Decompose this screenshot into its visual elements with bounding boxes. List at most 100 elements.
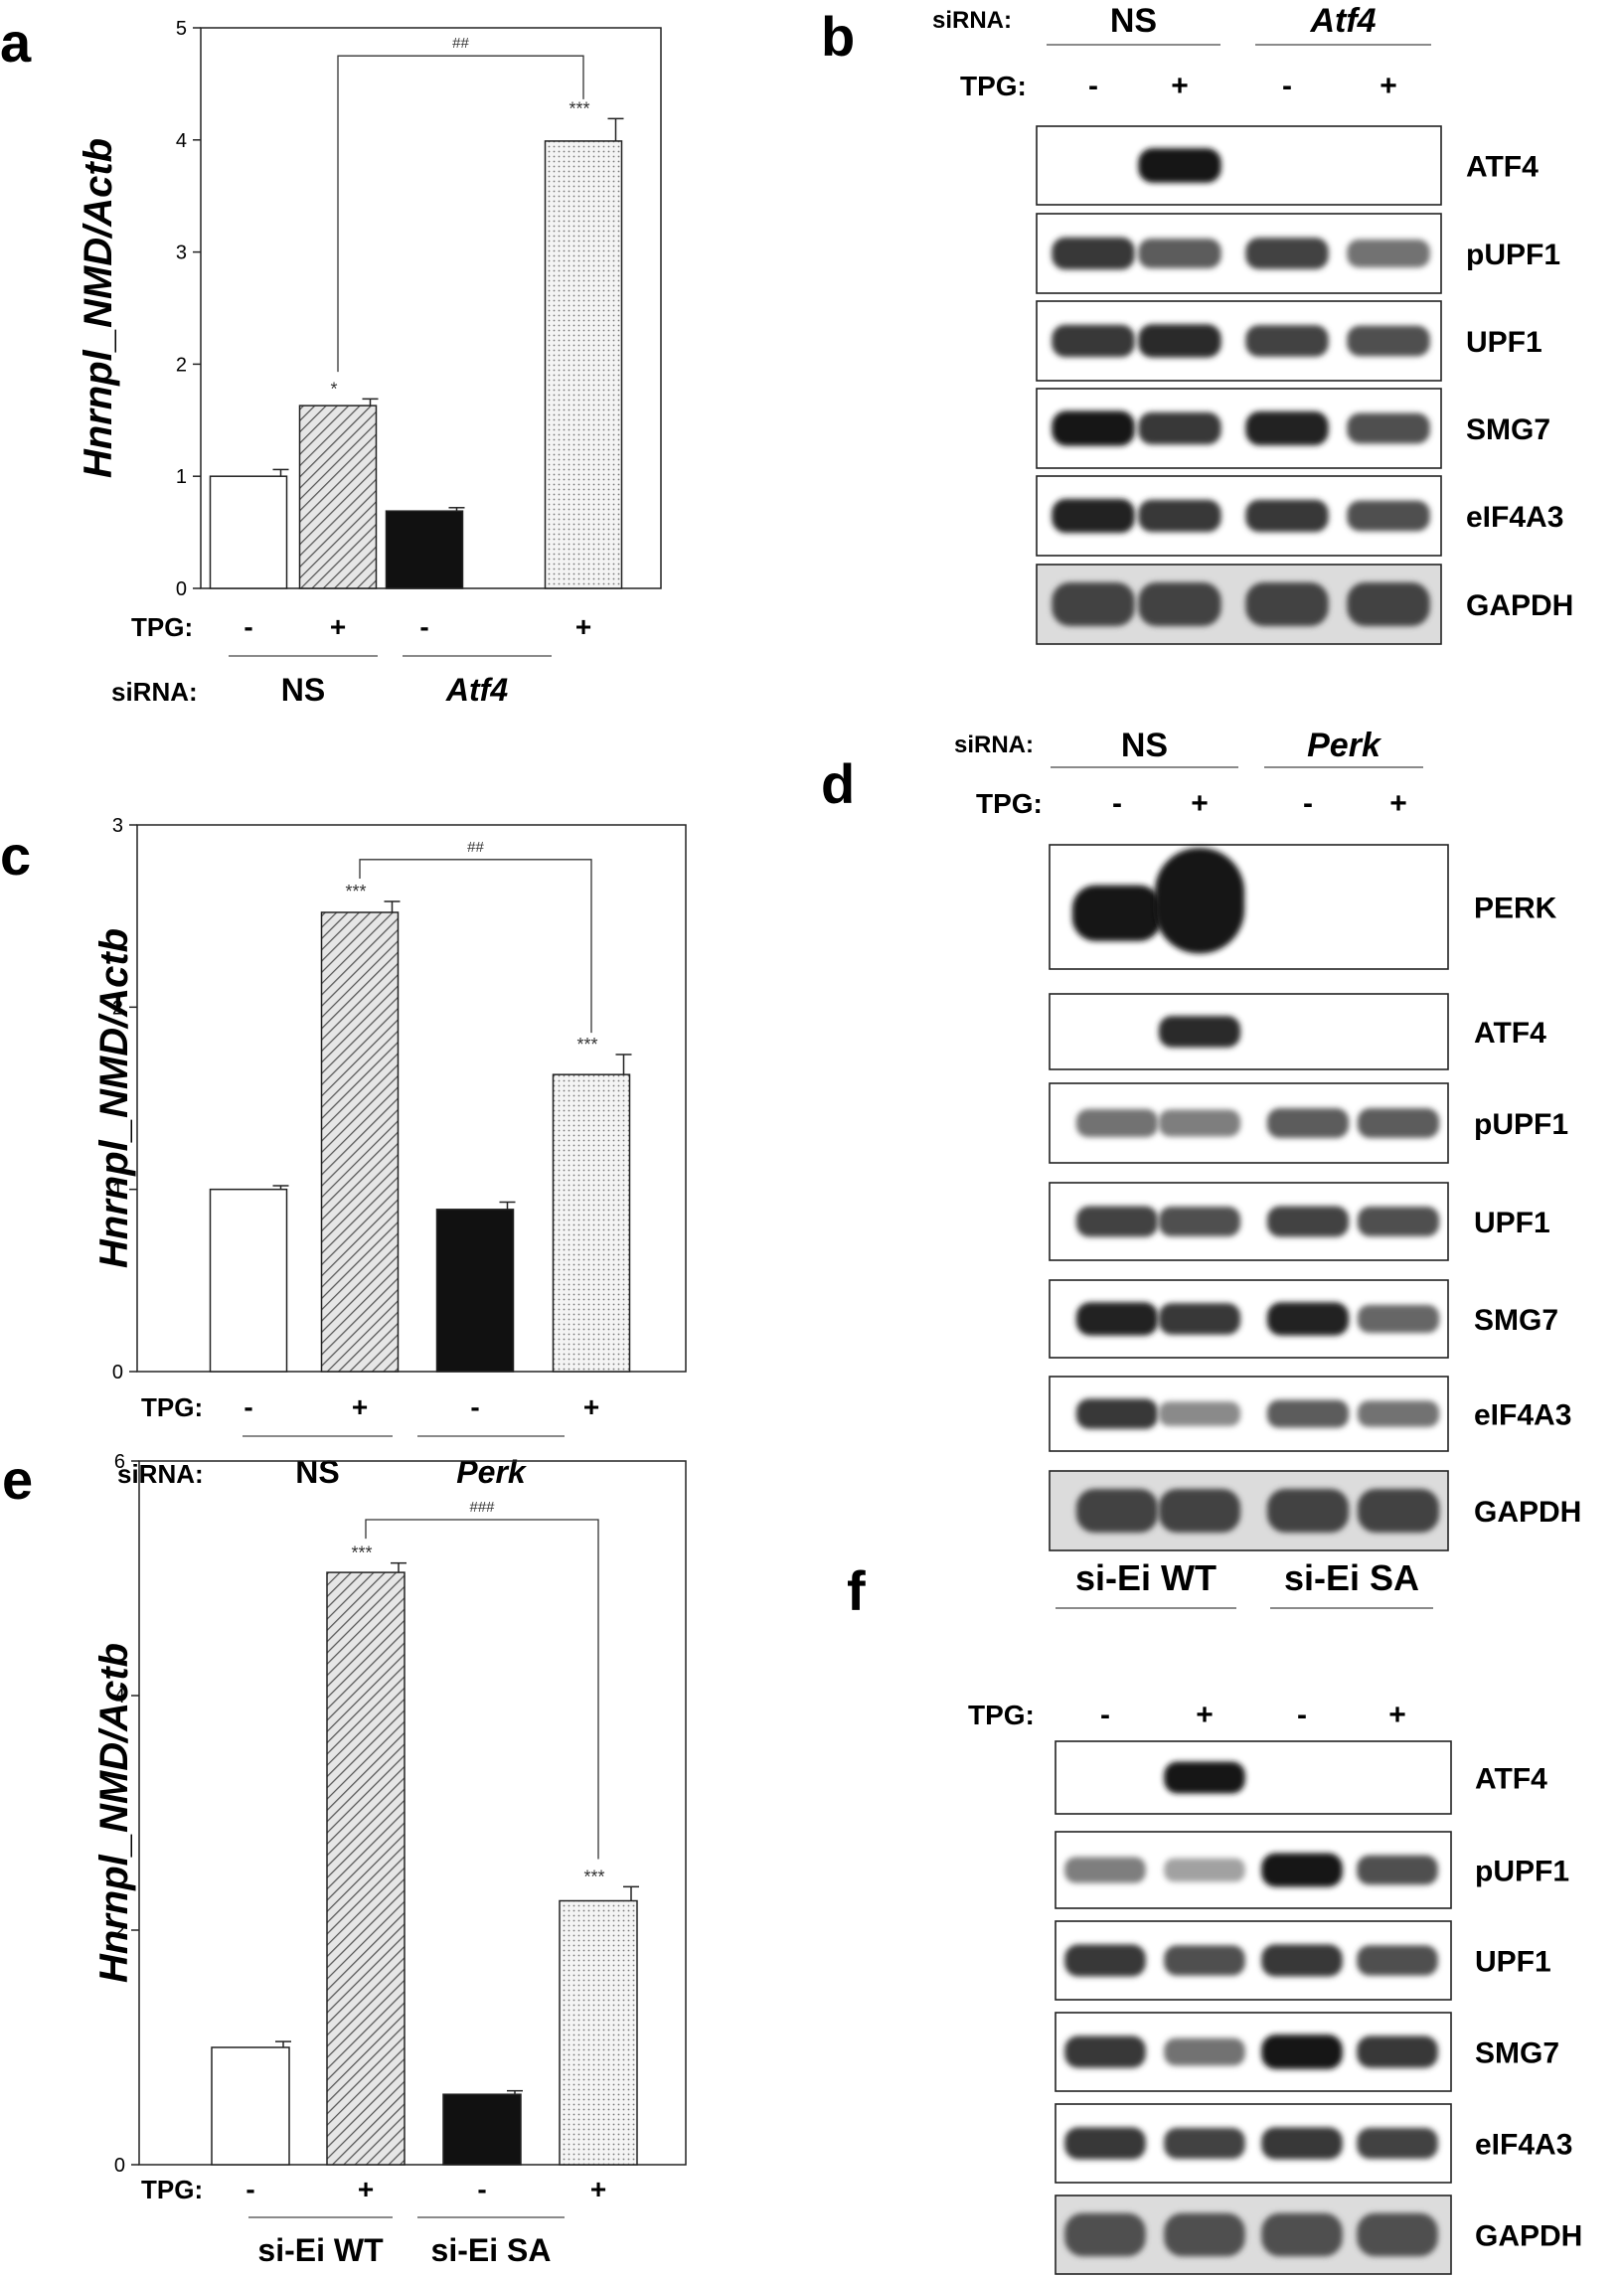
y-tick-label: 1	[112, 1180, 123, 1202]
blot-band	[1075, 1206, 1159, 1237]
group-label: si-Ei WT	[257, 2232, 384, 2268]
blot-band	[1158, 1206, 1241, 1237]
blot-band	[1075, 1398, 1159, 1429]
y-tick-label: 0	[114, 2155, 125, 2177]
group-label: NS	[295, 1454, 339, 1490]
blot-band	[1261, 2212, 1343, 2257]
blot-protein-label: PERK	[1474, 893, 1557, 925]
blot-protein-label: pUPF1	[1475, 1856, 1569, 1888]
blot-band	[1164, 1858, 1245, 1882]
panel-letter-c: c	[0, 824, 31, 887]
blot-protein-label: UPF1	[1475, 1946, 1551, 1979]
blot-band	[1266, 1489, 1350, 1533]
blot-tpg-sign: +	[1191, 787, 1209, 820]
blot-row-pupf1: pUPF1	[1036, 213, 1560, 294]
blot-protein-label: eIF4A3	[1474, 1399, 1571, 1432]
bar-c-3	[435, 1209, 515, 1373]
group-label: NS	[281, 672, 325, 708]
blot-band	[1357, 1206, 1440, 1237]
blot-protein-label: ATF4	[1474, 1017, 1546, 1050]
blot-tpg-sign: -	[1112, 787, 1122, 820]
blot-band	[1347, 582, 1430, 626]
bar-c-2	[320, 911, 400, 1373]
significance-stars: ***	[576, 1035, 597, 1055]
blot-protein-label: SMG7	[1466, 413, 1550, 446]
blot-membrane	[1036, 125, 1442, 206]
y-tick-label: 6	[114, 1451, 125, 1473]
blot-band	[1245, 499, 1329, 533]
group-label: si-Ei SA	[431, 2232, 552, 2268]
comparison-bracket	[359, 859, 592, 1034]
y-tick-label: 1	[176, 466, 187, 488]
blot-band	[1138, 499, 1221, 533]
blot-sirna-label: siRNA:	[954, 732, 1034, 758]
blot-row-upf1: UPF1	[1055, 1920, 1551, 2001]
blot-band	[1357, 1855, 1438, 1885]
blot-band	[1261, 2034, 1343, 2069]
blot-tpg-sign: -	[1088, 70, 1098, 102]
tpg-sign: -	[419, 611, 428, 642]
significance-stars: ***	[351, 1544, 372, 1563]
blot-sirna-label: siRNA:	[932, 7, 1012, 34]
blot-band	[1357, 2212, 1438, 2257]
tpg-sign: +	[583, 1391, 599, 1422]
blot-protein-label: SMG7	[1475, 2037, 1559, 2070]
blot-band	[1164, 2212, 1245, 2257]
blot-protein-label: UPF1	[1474, 1207, 1550, 1239]
blot-f: si-Ei WT si-Ei SA TPG: - + - + ATF4 pUPF1 UPF1 SMG…	[968, 1557, 1582, 2275]
blot-band	[1347, 412, 1430, 444]
western-blots: siRNA: NS Atf4 TPG: - + - + ATF4 pUPF1 UPF1 SMG7 eIF…	[932, 2, 1582, 2275]
blot-band	[1357, 1489, 1440, 1533]
tpg-sign: +	[575, 611, 591, 642]
significance-stars: ***	[583, 1867, 604, 1886]
blot-band	[1154, 848, 1245, 954]
blot-tpg-sign: +	[1389, 787, 1407, 820]
blot-row-smg7: SMG7	[1055, 2012, 1559, 2092]
blot-protein-label: GAPDH	[1466, 589, 1573, 622]
blot-group-label: si-Ei SA	[1284, 1557, 1419, 1598]
tpg-sign: +	[330, 611, 346, 642]
blot-band	[1158, 1016, 1241, 1048]
y-tick-label: 2	[114, 1920, 125, 1942]
plot-frame	[138, 1460, 687, 2166]
blot-protein-label: eIF4A3	[1466, 501, 1563, 534]
blot-band	[1138, 582, 1221, 626]
tpg-row-label: TPG:	[131, 612, 193, 642]
blot-protein-label: GAPDH	[1474, 1496, 1581, 1529]
blot-row-smg7: SMG7	[1036, 388, 1550, 469]
tpg-sign: +	[590, 2174, 606, 2204]
blot-row-atf4: ATF4	[1049, 993, 1546, 1070]
tpg-row-label: TPG:	[141, 2175, 203, 2204]
blot-band	[1266, 1399, 1350, 1428]
blot-row-eif4a3: eIF4A3	[1049, 1376, 1571, 1452]
blot-band	[1075, 1302, 1159, 1336]
bar-c-1	[209, 1188, 288, 1373]
blot-band	[1266, 1206, 1350, 1237]
blot-band	[1064, 1857, 1146, 1883]
blot-tpg-label: TPG:	[960, 71, 1027, 101]
blot-membrane	[1049, 993, 1449, 1070]
blot-group-label: Atf4	[1309, 2, 1376, 40]
blot-band	[1261, 1853, 1343, 1887]
blot-band	[1164, 1945, 1245, 1976]
blot-band	[1164, 2037, 1245, 2066]
blot-membrane	[1055, 1740, 1452, 1815]
blot-row-pupf1: pUPF1	[1049, 1082, 1568, 1164]
blot-tpg-sign: -	[1100, 1699, 1110, 1731]
bar-a-1	[209, 475, 288, 589]
tpg-sign: -	[244, 1391, 252, 1422]
blot-group-label: NS	[1121, 727, 1168, 764]
panel-letter-f: f	[847, 1559, 866, 1622]
blot-band	[1266, 1108, 1350, 1138]
blot-band	[1052, 582, 1135, 626]
blot-band	[1164, 1761, 1245, 1794]
bar-a-3	[385, 510, 464, 589]
blot-band	[1052, 237, 1135, 270]
y-tick-label: 5	[176, 18, 187, 40]
blot-protein-label: ATF4	[1466, 151, 1539, 184]
significance-stars: *	[330, 379, 337, 399]
blot-d: siRNA: NS Perk TPG: - + - + PERK ATF4 pUPF1 UPF1 SMG…	[954, 727, 1581, 1551]
blot-band	[1075, 1108, 1159, 1138]
blot-tpg-sign: -	[1297, 1699, 1307, 1731]
